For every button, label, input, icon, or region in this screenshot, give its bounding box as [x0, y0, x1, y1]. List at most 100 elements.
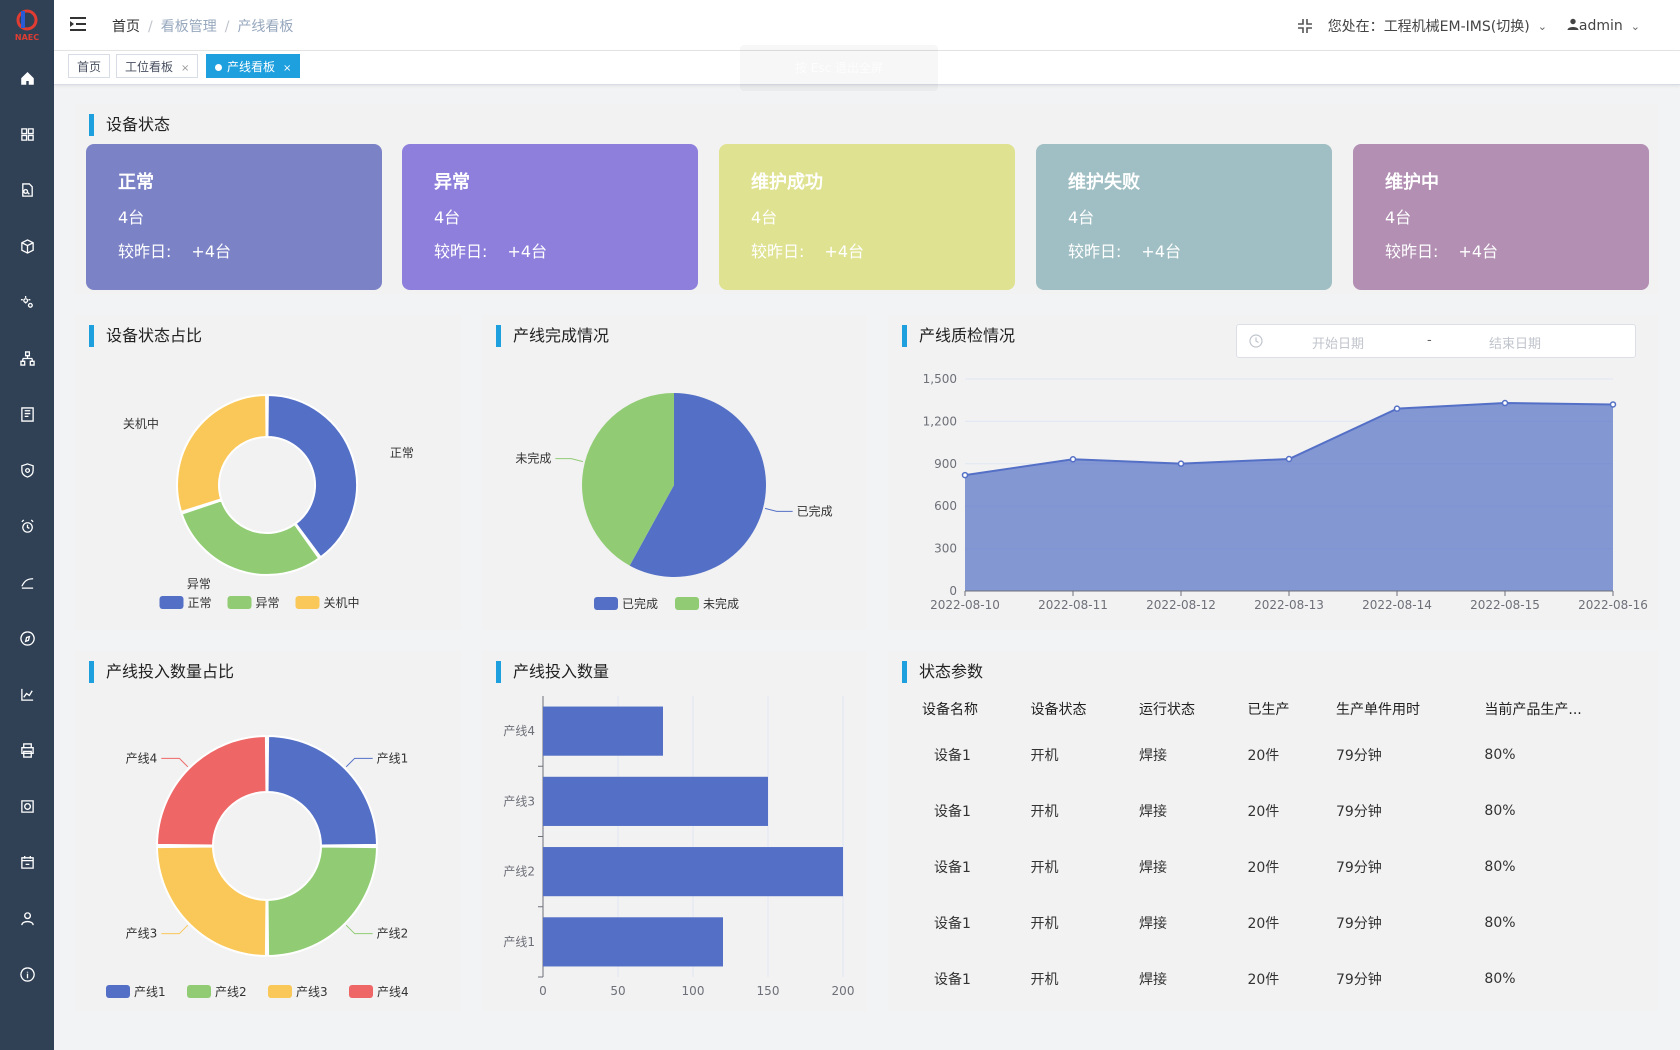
dashboard-icon[interactable] — [15, 122, 39, 146]
legend-swatch[interactable] — [187, 985, 211, 998]
data-point[interactable] — [1069, 456, 1077, 463]
date-range-picker[interactable]: 开始日期 - 结束日期 — [1236, 324, 1636, 358]
legend-label[interactable]: 正常 — [188, 596, 212, 610]
x-tick-label: 0 — [539, 984, 547, 998]
home-icon[interactable] — [15, 66, 39, 90]
status-card[interactable]: 维护成功 4台 较昨日: +4台 — [719, 144, 1015, 290]
bar[interactable] — [543, 917, 723, 967]
x-tick-label: 200 — [832, 984, 855, 998]
exit-fullscreen-icon[interactable] — [1296, 17, 1314, 35]
shield-icon[interactable] — [15, 458, 39, 482]
trend-chart-icon[interactable] — [15, 682, 39, 706]
table-row[interactable]: 设备1 开机 焊接 20件 79分钟 80% — [902, 839, 1632, 895]
legend-label[interactable]: 异常 — [256, 596, 280, 610]
location-switch[interactable]: 工程机械EM-IMS(切换) — [1383, 19, 1530, 35]
chevron-down-icon[interactable]: ⌄ — [1537, 19, 1547, 33]
alarm-clock-icon[interactable] — [15, 514, 39, 538]
legend-swatch[interactable] — [295, 596, 320, 609]
end-date-input[interactable]: 结束日期 — [1489, 337, 1542, 352]
calendar-icon[interactable] — [15, 850, 39, 874]
data-point[interactable] — [961, 471, 969, 479]
data-point[interactable] — [1609, 401, 1617, 408]
table-row[interactable]: 设备1 开机 焊接 20件 79分钟 80% — [902, 727, 1632, 783]
legend-label[interactable]: 产线1 — [134, 985, 166, 999]
bar[interactable] — [543, 776, 768, 826]
tag-station-board[interactable]: 工位看板 × — [116, 54, 199, 78]
clock-icon — [1249, 334, 1263, 348]
data-point[interactable] — [1177, 460, 1185, 467]
legend-swatch[interactable] — [159, 596, 184, 609]
legend-swatch[interactable] — [349, 985, 373, 998]
table-row[interactable]: 设备1 开机 焊接 20件 79分钟 80% — [902, 895, 1632, 951]
y-tick-label: 0 — [949, 584, 957, 598]
slice-label: 关机中 — [123, 416, 159, 431]
y-tick-label: 1,500 — [923, 372, 957, 386]
pie-slice[interactable] — [266, 735, 378, 847]
user-icon[interactable] — [15, 906, 39, 930]
gears-icon[interactable] — [15, 290, 39, 314]
label-line — [555, 458, 584, 463]
table-cell: 79分钟 — [1335, 748, 1382, 764]
status-card[interactable]: 异常 4台 较昨日: +4台 — [402, 144, 698, 290]
card-name: 异常 — [434, 172, 470, 193]
tag-line-board[interactable]: 产线看板 × — [206, 54, 301, 78]
pie-slice[interactable] — [176, 394, 268, 513]
user-menu[interactable]: admin ⌄ — [1567, 18, 1640, 34]
legend-label[interactable]: 产线4 — [377, 985, 409, 999]
area-fill — [965, 403, 1613, 591]
data-point[interactable] — [1285, 455, 1293, 463]
legend-label[interactable]: 未完成 — [703, 596, 739, 611]
start-date-input[interactable]: 开始日期 — [1312, 337, 1365, 352]
legend-swatch[interactable] — [594, 597, 618, 610]
table-cell: 20件 — [1247, 972, 1280, 988]
bar[interactable] — [543, 847, 843, 897]
tool-icon[interactable] — [15, 570, 39, 594]
legend-label[interactable]: 关机中 — [324, 595, 360, 610]
table-cell: 开机 — [1030, 860, 1059, 876]
status-card[interactable]: 正常 4台 较昨日: +4台 — [86, 144, 382, 290]
slice-label: 产线1 — [377, 751, 409, 765]
table-row[interactable]: 设备1 开机 焊接 20件 79分钟 80% — [902, 783, 1632, 839]
compass-icon[interactable] — [15, 626, 39, 650]
org-tree-icon[interactable] — [15, 346, 39, 370]
pie-slice[interactable] — [629, 393, 766, 577]
legend-label[interactable]: 产线2 — [215, 985, 247, 999]
pie-slice[interactable] — [180, 499, 321, 576]
pie-slice[interactable] — [582, 393, 674, 566]
legend-swatch[interactable] — [106, 985, 130, 998]
breadcrumb-board-mgmt[interactable]: 看板管理 — [160, 19, 217, 35]
legend-swatch[interactable] — [227, 596, 252, 609]
menu-toggle-icon[interactable] — [68, 14, 88, 34]
data-point[interactable] — [1501, 399, 1509, 407]
table-row[interactable]: 设备1 开机 焊接 20件 79分钟 80% — [902, 951, 1632, 1007]
legend-swatch[interactable] — [675, 597, 699, 610]
params-panel: 状态参数 设备名称 设备状态 运行状态 已生产 生产单件用时 当前产品生产... 设备1 开… — [888, 651, 1658, 1011]
tag-label: 首页 — [77, 60, 102, 74]
disk-icon[interactable] — [15, 794, 39, 818]
status-card[interactable]: 维护失败 4台 较昨日: +4台 — [1036, 144, 1332, 290]
tag-home[interactable]: 首页 — [68, 54, 111, 78]
table-cell: 79分钟 — [1335, 972, 1382, 988]
pie-slice[interactable] — [156, 845, 268, 957]
bar[interactable] — [543, 706, 663, 756]
info-icon[interactable] — [15, 962, 39, 986]
logo[interactable]: NAEC — [10, 6, 44, 42]
pie-slice[interactable] — [156, 735, 268, 847]
printer-icon[interactable] — [15, 738, 39, 762]
breadcrumb-home[interactable]: 首页 — [112, 19, 140, 35]
status-card[interactable]: 维护中 4台 较昨日: +4台 — [1353, 144, 1649, 290]
pie-slice[interactable] — [266, 394, 358, 559]
legend-label[interactable]: 已完成 — [622, 596, 658, 611]
legend-label[interactable]: 产线3 — [296, 985, 328, 999]
box-icon[interactable] — [15, 234, 39, 258]
close-icon[interactable]: × — [283, 63, 292, 74]
legend-swatch[interactable] — [268, 985, 292, 998]
pie-slice[interactable] — [266, 845, 378, 957]
close-icon[interactable]: × — [181, 63, 190, 74]
document-search-icon[interactable] — [15, 178, 39, 202]
data-point[interactable] — [1393, 405, 1401, 412]
card-name: 维护成功 — [751, 172, 823, 193]
slice-label: 正常 — [390, 446, 414, 460]
table-cell: 80% — [1484, 859, 1516, 875]
report-icon[interactable] — [15, 402, 39, 426]
